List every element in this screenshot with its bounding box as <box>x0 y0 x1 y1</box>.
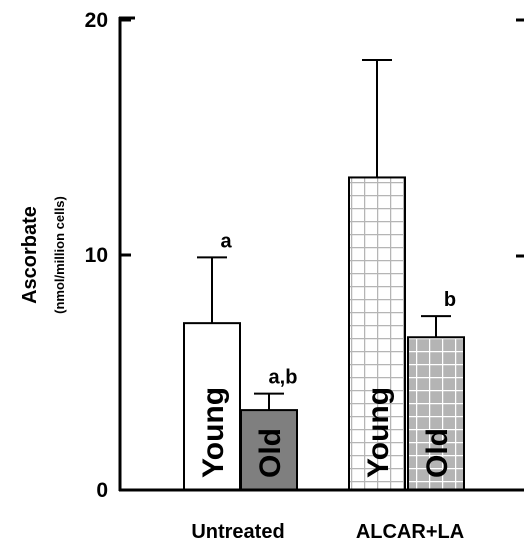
y-tick-label-1: 10 <box>85 244 108 267</box>
y-axis-title: Ascorbate <box>19 206 41 304</box>
y-tick-label-0: 0 <box>96 479 108 502</box>
sig-label-1: a,b <box>269 367 298 389</box>
bars-group: Young a Old a,b Young Old b <box>183 58 465 492</box>
bar-0 <box>183 322 241 491</box>
category-label-alcar-la: ALCAR+LA <box>356 521 464 542</box>
x-axis-categories: Untreated ALCAR+LA <box>191 521 464 542</box>
category-label-untreated: Untreated <box>191 521 284 542</box>
y-axis-ticks: 0 10 20 <box>85 9 131 502</box>
plot-frame <box>118 16 524 492</box>
sig-label-0: a <box>220 230 232 252</box>
sig-label-3: b <box>444 289 456 311</box>
y-tick-label-2: 20 <box>85 9 108 32</box>
bar-label-0: Young <box>197 387 230 478</box>
bar-label-3: Old <box>421 428 454 478</box>
bar-label-1: Old <box>254 428 287 478</box>
bar-3 <box>407 336 465 491</box>
y-axis-unit: (nmol/million cells) <box>52 196 67 314</box>
y-axis-label: Ascorbate (nmol/million cells) <box>19 196 67 314</box>
bar-1 <box>240 409 298 492</box>
bar-label-2: Young <box>362 387 395 478</box>
